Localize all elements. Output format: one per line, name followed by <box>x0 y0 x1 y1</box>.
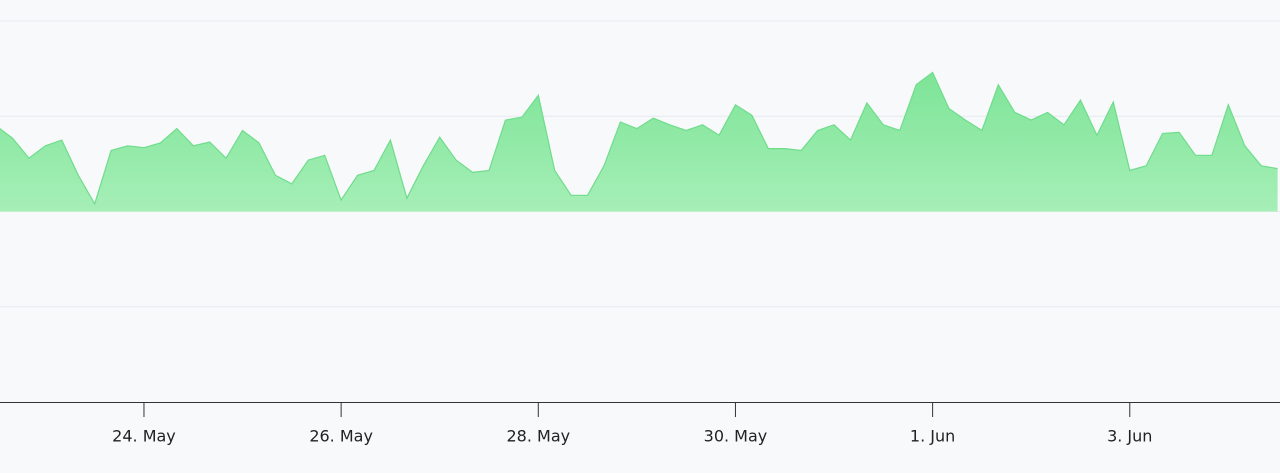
area-fill <box>0 72 1278 212</box>
x-tick-label: 28. May <box>506 427 570 446</box>
x-tick-label: 26. May <box>309 427 373 446</box>
x-tick-label: 24. May <box>112 427 176 446</box>
x-tick-label: 30. May <box>704 427 768 446</box>
x-tick-label: 1. Jun <box>910 427 955 446</box>
area-line <box>0 71 1278 206</box>
x-tick-label: 3. Jun <box>1107 427 1152 446</box>
